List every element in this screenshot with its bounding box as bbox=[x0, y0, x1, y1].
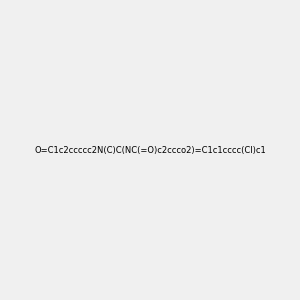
Text: O=C1c2ccccc2N(C)C(NC(=O)c2ccco2)=C1c1cccc(Cl)c1: O=C1c2ccccc2N(C)C(NC(=O)c2ccco2)=C1c1ccc… bbox=[34, 146, 266, 154]
